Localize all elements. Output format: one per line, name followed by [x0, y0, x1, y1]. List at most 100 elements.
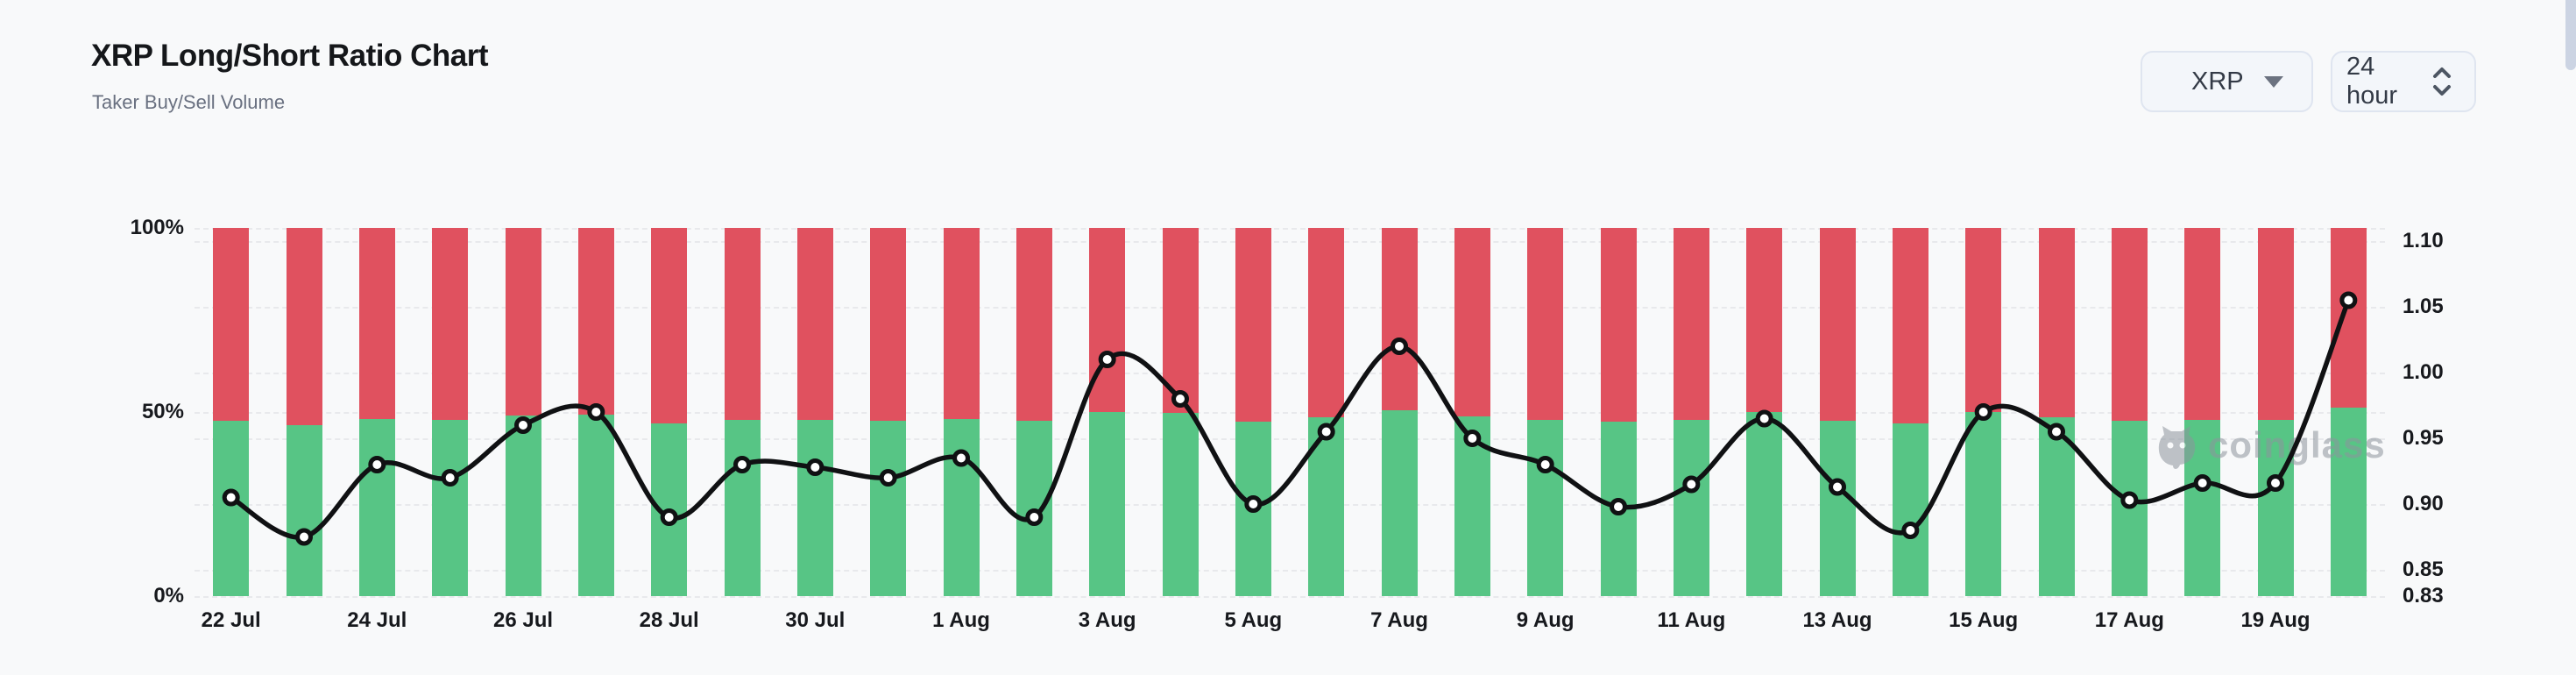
short-bar-segment — [1162, 228, 1199, 413]
right-axis-label: 0.85 — [2403, 558, 2444, 581]
symbol-select-value: XRP — [2191, 67, 2244, 96]
long-bar-segment — [1600, 421, 1637, 596]
long-bar-segment — [358, 418, 395, 596]
bar-group[interactable] — [1308, 228, 1345, 596]
bar-group[interactable] — [1527, 228, 1564, 596]
bar-group[interactable] — [870, 228, 907, 596]
right-axis-label: 1.00 — [2403, 360, 2444, 384]
long-bar-segment — [1162, 412, 1199, 596]
symbol-select[interactable]: XRP — [2141, 51, 2313, 112]
x-axis-label: 19 Aug — [2240, 608, 2311, 632]
short-bar-segment — [870, 228, 907, 422]
right-axis-label: 1.05 — [2403, 295, 2444, 318]
left-axis-label: 50% — [141, 400, 184, 423]
x-axis-label: 26 Jul — [492, 608, 554, 632]
bar-group[interactable] — [213, 228, 250, 596]
short-bar-segment — [724, 228, 761, 420]
long-bar-segment — [286, 425, 322, 596]
bar-group[interactable] — [1016, 228, 1052, 596]
bar-group[interactable] — [1673, 228, 1709, 596]
x-axis-label: 24 Jul — [347, 608, 407, 632]
short-bar-segment — [577, 228, 614, 415]
long-bar-segment — [2330, 407, 2367, 596]
x-axis-label: 5 Aug — [1224, 608, 1283, 632]
short-bar-segment — [358, 228, 395, 419]
bar-group[interactable] — [2038, 228, 2075, 596]
grid-line — [195, 570, 2385, 572]
x-axis-label: 28 Jul — [639, 608, 699, 632]
short-bar-segment — [651, 228, 688, 424]
short-bar-segment — [1235, 228, 1271, 422]
short-bar-segment — [1600, 228, 1637, 422]
x-axis-label: 9 Aug — [1516, 608, 1575, 632]
short-bar-segment — [432, 228, 469, 420]
bar-group[interactable] — [796, 228, 833, 596]
short-bar-segment — [1965, 228, 2002, 412]
bar-group[interactable] — [1235, 228, 1271, 596]
short-bar-segment — [1016, 228, 1052, 422]
vertical-scrollbar-thumb[interactable] — [2565, 0, 2576, 70]
long-bar-segment — [651, 423, 688, 596]
long-bar-segment — [724, 419, 761, 596]
bar-group[interactable] — [577, 228, 614, 596]
bar-group[interactable] — [2111, 228, 2148, 596]
short-bar-segment — [796, 228, 833, 420]
long-bar-segment — [870, 421, 907, 596]
long-bar-segment — [1381, 409, 1418, 596]
long-bar-segment — [943, 418, 980, 596]
bar-group[interactable] — [1162, 228, 1199, 596]
long-bar-segment — [1673, 419, 1709, 596]
x-axis-label: 13 Aug — [1802, 608, 1872, 632]
bar-group[interactable] — [1965, 228, 2002, 596]
short-bar-segment — [1308, 228, 1345, 417]
short-bar-segment — [1527, 228, 1564, 420]
right-axis-label: 0.95 — [2403, 426, 2444, 450]
x-axis-label: 30 Jul — [785, 608, 846, 632]
bar-group[interactable] — [2330, 228, 2367, 596]
short-bar-segment — [1381, 228, 1418, 410]
page-subtitle: Taker Buy/Sell Volume — [92, 91, 286, 113]
short-bar-segment — [505, 228, 541, 416]
ratio-line-path — [230, 299, 2351, 540]
bar-group[interactable] — [1892, 228, 1928, 596]
grid-line — [195, 596, 2385, 598]
bar-group[interactable] — [1746, 228, 1783, 596]
bar-group[interactable] — [651, 228, 688, 596]
left-axis-label: 100% — [130, 216, 184, 239]
x-axis-label: 3 Aug — [1078, 608, 1136, 632]
x-axis-label: 7 Aug — [1370, 608, 1428, 632]
short-bar-segment — [1089, 228, 1126, 412]
caret-down-icon — [2264, 75, 2283, 88]
short-bar-segment — [943, 228, 980, 419]
long-bar-segment — [1016, 421, 1052, 596]
bar-group[interactable] — [1381, 228, 1418, 596]
bar-group[interactable] — [286, 228, 322, 596]
grid-line — [195, 228, 2385, 230]
bar-group[interactable] — [2184, 228, 2221, 596]
bar-group[interactable] — [2257, 228, 2294, 596]
x-axis-label: 15 Aug — [1949, 608, 2019, 632]
long-bar-segment — [796, 419, 833, 596]
long-bar-segment — [2257, 419, 2294, 596]
bar-group[interactable] — [1089, 228, 1126, 596]
long-bar-segment — [1965, 412, 2002, 596]
short-bar-segment — [286, 228, 322, 426]
long-bar-segment — [1308, 416, 1345, 596]
long-bar-segment — [1454, 416, 1490, 596]
bar-group[interactable] — [943, 228, 980, 596]
bar-group[interactable] — [1819, 228, 1856, 596]
right-axis-label: 0.83 — [2403, 584, 2444, 608]
long-bar-segment — [1089, 412, 1126, 596]
long-bar-segment — [1746, 412, 1783, 596]
long-bar-segment — [213, 421, 250, 596]
bar-group[interactable] — [1600, 228, 1637, 596]
interval-select[interactable]: 24 hour — [2331, 51, 2476, 112]
bar-group[interactable] — [505, 228, 541, 596]
x-axis-label: 22 Jul — [201, 608, 261, 632]
bar-group[interactable] — [432, 228, 469, 596]
bar-group[interactable] — [358, 228, 395, 596]
bar-group[interactable] — [1454, 228, 1490, 596]
bar-group[interactable] — [724, 228, 761, 596]
